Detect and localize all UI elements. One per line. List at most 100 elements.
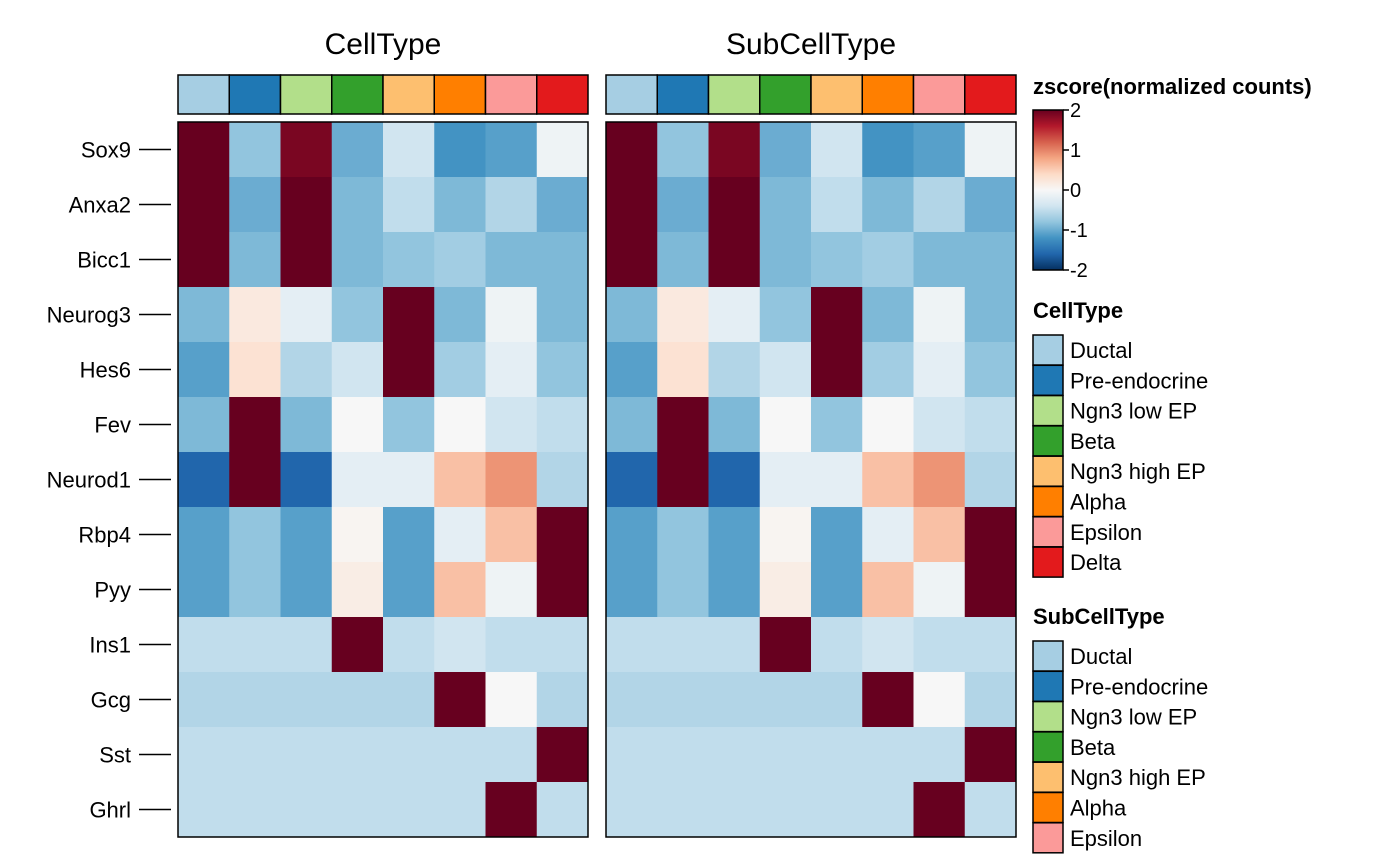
heatmap-cell-neurod1-pre-endocrine: [229, 452, 281, 508]
gene-label-ghrl: Ghrl: [89, 798, 131, 823]
heatmap-cell-neurod1-ductal: [178, 452, 230, 508]
heatmap-cell-bicc1-beta: [759, 232, 812, 288]
legend-label-ngn3-high-ep: Ngn3 high EP: [1070, 765, 1206, 790]
heatmap-cell-hes6-delta: [964, 342, 1017, 398]
colorscale-tick-label: -2: [1070, 260, 1088, 282]
legend-subcelltype: Ductal Pre-endocrine Ngn3 low EP Beta Ngn3 h…: [1032, 640, 1208, 854]
heatmap-cell-sst-pre-endocrine: [229, 727, 281, 783]
heatmap-cell-anxa2-delta: [964, 177, 1017, 233]
gene-label-hes6: Hes6: [80, 358, 131, 383]
heatmap-cell-anxa2-pre-endocrine: [229, 177, 281, 233]
heatmap-cell-bicc1-ductal: [606, 232, 658, 288]
annotation-cell-beta: [759, 74, 812, 115]
colorscale-ticks: 2 1 0 -1 -2: [1063, 100, 1088, 282]
heatmap-cell-sst-alpha: [862, 727, 914, 783]
heatmap-cell-bicc1-alpha: [862, 232, 914, 288]
annotation-cell-pre-endocrine: [656, 74, 710, 115]
legend-swatch-ductal: [1032, 640, 1064, 672]
annotation-cell-alpha: [433, 74, 487, 115]
heatmap-cell-ins1-ngn3-high-ep: [383, 617, 435, 673]
heatmap-cell-neurod1-pre-endocrine: [657, 452, 709, 508]
annotation-bar-celltype: [177, 74, 589, 115]
colorscale-tick-label: 2: [1070, 100, 1081, 122]
heatmap-cell-anxa2-ngn3-low-ep: [708, 177, 761, 233]
heatmap-cell-anxa2-ngn3-high-ep: [811, 177, 863, 233]
heatmap-cell-ghrl-alpha: [862, 782, 914, 838]
legend-swatch-beta: [1032, 731, 1064, 763]
annotation-cell-ductal: [605, 74, 658, 115]
heatmap-cell-neurod1-alpha: [862, 452, 914, 508]
legend-swatch-ductal: [1032, 334, 1064, 366]
heatmap-cell-fev-epsilon: [485, 397, 538, 453]
heatmap-cell-fev-ductal: [606, 397, 658, 453]
heatmap-cell-neurog3-epsilon: [913, 287, 966, 343]
heatmap-cell-fev-ngn3-low-ep: [280, 397, 333, 453]
heatmap-cell-sox9-ngn3-high-ep: [383, 122, 435, 178]
heatmap-cell-anxa2-delta: [536, 177, 589, 233]
heatmap-cell-fev-ngn3-high-ep: [383, 397, 435, 453]
annotation-cell-ngn3-high-ep: [810, 74, 863, 115]
heatmap-cell-rbp4-delta: [536, 507, 589, 563]
heatmap-cell-ghrl-ductal: [178, 782, 230, 838]
heatmap-cell-pyy-ductal: [178, 562, 230, 618]
heatmap-cell-neurod1-ngn3-high-ep: [383, 452, 435, 508]
heatmap-cell-rbp4-epsilon: [485, 507, 538, 563]
heatmap-cell-sst-alpha: [434, 727, 486, 783]
gene-label-pyy: Pyy: [94, 578, 131, 603]
gene-labels: Sox9 Anxa2 Bicc1 Neurog3 Hes6 Fev Neurod1 Rbp4 P…: [47, 138, 171, 823]
heatmap-cell-sst-ngn3-high-ep: [383, 727, 435, 783]
heatmap-cell-pyy-alpha: [862, 562, 914, 618]
heatmap-cell-neurod1-delta: [536, 452, 589, 508]
heatmap-cell-ins1-ngn3-low-ep: [280, 617, 333, 673]
heatmap-cell-gcg-delta: [536, 672, 589, 728]
legend-label-ngn3-low-ep: Ngn3 low EP: [1070, 705, 1197, 730]
heatmap-cell-neurod1-beta: [331, 452, 384, 508]
heatmap-cell-ghrl-epsilon: [485, 782, 538, 838]
gene-label-fev: Fev: [94, 413, 131, 438]
heatmap-cell-sst-pre-endocrine: [657, 727, 709, 783]
gene-label-sox9: Sox9: [81, 138, 131, 163]
heatmap-cell-fev-ngn3-low-ep: [708, 397, 761, 453]
legend-swatch-delta: [1032, 546, 1064, 578]
heatmap-cell-neurog3-ductal: [606, 287, 658, 343]
heatmap-cell-neurog3-delta: [964, 287, 1017, 343]
heatmap-cell-sox9-ngn3-low-ep: [708, 122, 761, 178]
heatmap-cell-sst-epsilon: [485, 727, 538, 783]
legend-swatch-ngn3-low-ep: [1032, 394, 1064, 427]
heatmap-cell-sst-ductal: [606, 727, 658, 783]
heatmap-panel-subcelltype: [605, 121, 1017, 838]
heatmap-cell-gcg-epsilon: [485, 672, 538, 728]
heatmap-cell-sox9-ngn3-high-ep: [811, 122, 863, 178]
heatmap-cell-hes6-epsilon: [913, 342, 966, 398]
heatmap-cell-sst-ductal: [178, 727, 230, 783]
heatmap-cell-hes6-ngn3-low-ep: [280, 342, 333, 398]
heatmap-cell-gcg-epsilon: [913, 672, 966, 728]
heatmap-cell-gcg-beta: [331, 672, 384, 728]
heatmap-cell-ins1-pre-endocrine: [229, 617, 281, 673]
heatmap-cell-neurog3-delta: [536, 287, 589, 343]
heatmap-cell-bicc1-ngn3-low-ep: [708, 232, 761, 288]
colorscale-tick-label: -1: [1070, 220, 1088, 242]
heatmap-cell-anxa2-beta: [759, 177, 812, 233]
legend-label-beta: Beta: [1070, 429, 1116, 454]
legend-swatch-alpha: [1032, 485, 1064, 518]
heatmap-cell-rbp4-delta: [964, 507, 1017, 563]
heatmap-cell-pyy-beta: [331, 562, 384, 618]
heatmap-cell-ghrl-alpha: [434, 782, 486, 838]
heatmap-cell-anxa2-alpha: [862, 177, 914, 233]
heatmap-cell-anxa2-ngn3-low-ep: [280, 177, 333, 233]
heatmap-cell-hes6-ngn3-high-ep: [383, 342, 435, 398]
legend-label-pre-endocrine: Pre-endocrine: [1070, 368, 1208, 393]
heatmap-cell-fev-beta: [331, 397, 384, 453]
heatmap-cell-ghrl-pre-endocrine: [657, 782, 709, 838]
heatmap-cell-fev-beta: [759, 397, 812, 453]
legend-label-ductal: Ductal: [1070, 644, 1132, 669]
heatmap-cell-sst-beta: [331, 727, 384, 783]
heatmap-cell-ins1-delta: [964, 617, 1017, 673]
legend-swatch-ngn3-low-ep: [1032, 700, 1064, 733]
heatmap-cell-bicc1-epsilon: [485, 232, 538, 288]
heatmap-cell-neurod1-alpha: [434, 452, 486, 508]
heatmap-cell-rbp4-ductal: [606, 507, 658, 563]
heatmap-cell-pyy-ngn3-low-ep: [280, 562, 333, 618]
